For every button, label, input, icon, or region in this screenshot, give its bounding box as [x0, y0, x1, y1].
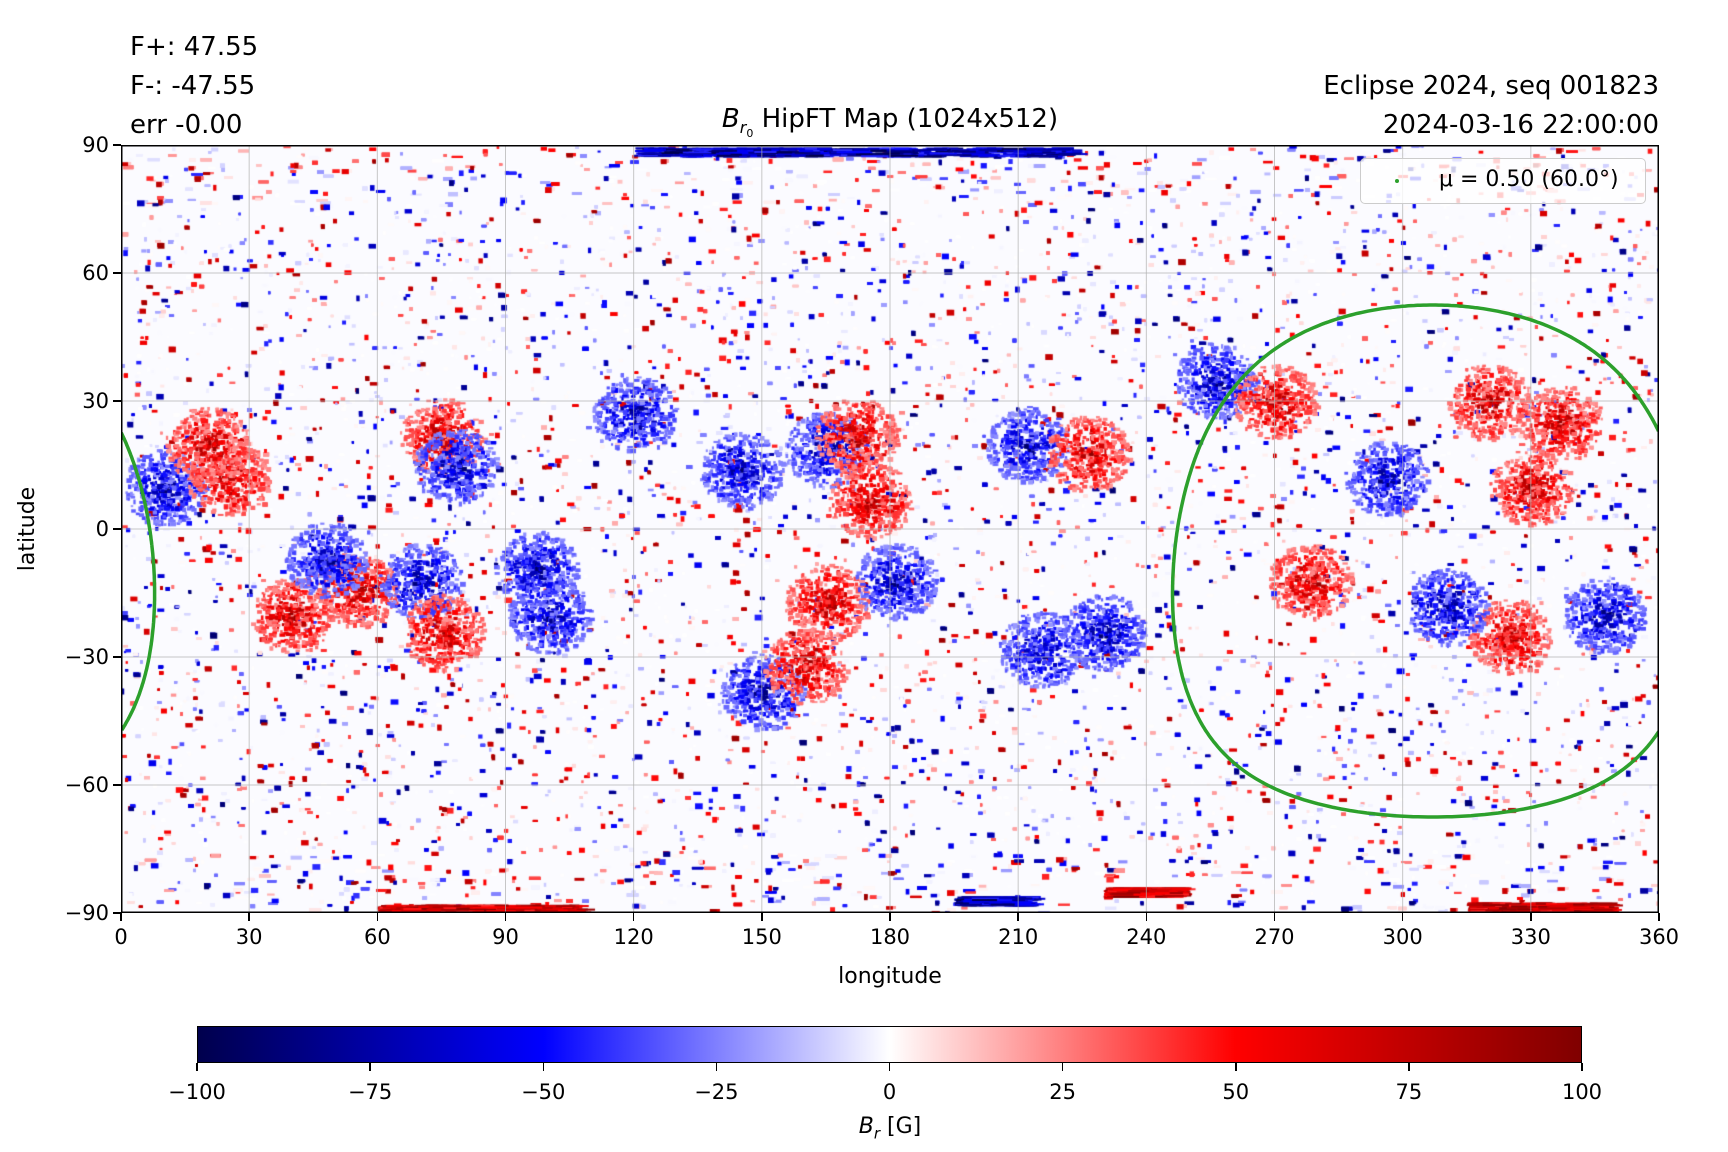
colorbar-label-symbol: B	[858, 1114, 874, 1139]
colorbar-tick-mark	[542, 1063, 544, 1071]
plot-overlay	[121, 145, 1659, 913]
title-symbol: B	[721, 104, 740, 134]
y-tick-label: 0	[95, 517, 109, 541]
x-tick-mark	[376, 913, 379, 921]
y-tick-label: 90	[82, 133, 109, 157]
colorbar-tick-label: 75	[1395, 1080, 1423, 1104]
x-tick-label: 360	[1638, 925, 1680, 949]
colorbar-label: Br [G]	[859, 1112, 921, 1148]
y-tick-label: 60	[82, 261, 109, 285]
flux-negative: F-: -47.55	[130, 71, 256, 101]
y-tick-mark	[113, 400, 121, 402]
colorbar-tick-mark	[1061, 1063, 1064, 1071]
y-tick-mark	[113, 144, 121, 146]
timestamp: 2024-03-16 22:00:00	[1382, 110, 1659, 140]
colorbar-label-sub: r	[873, 1124, 881, 1143]
colorbar-tick-label: −25	[694, 1080, 739, 1104]
y-tick-label: 30	[82, 389, 109, 413]
x-tick-label: 0	[114, 925, 128, 949]
x-tick-mark	[504, 913, 507, 921]
colorbar-tick-mark	[1235, 1063, 1237, 1071]
legend: μ = 0.50 (60.0°)	[1360, 158, 1646, 204]
colorbar-tick-label: 25	[1049, 1080, 1076, 1104]
x-tick-label: 180	[869, 925, 911, 949]
y-tick-mark	[113, 912, 121, 914]
mu-contour	[1170, 303, 1659, 819]
colorbar-tick-mark	[1408, 1063, 1410, 1071]
x-tick-label: 150	[741, 925, 782, 949]
legend-label: μ = 0.50 (60.0°)	[1439, 167, 1619, 192]
x-tick-mark	[761, 913, 763, 921]
colorbar-tick-mark	[1581, 1063, 1583, 1071]
title-text: HipFT Map (1024x512)	[753, 104, 1059, 134]
x-tick-mark	[1017, 913, 1019, 921]
y-tick-label: −90	[64, 901, 109, 925]
x-tick-label: 330	[1510, 925, 1551, 949]
map-plot-area	[121, 145, 1659, 913]
y-tick-mark	[113, 272, 121, 274]
colorbar-tick-label: −75	[347, 1080, 393, 1104]
x-tick-label: 90	[492, 925, 519, 949]
x-tick-label: 60	[363, 925, 391, 949]
chart-title: Br0 HipFT Map (1024x512)	[722, 104, 1058, 149]
x-tick-mark	[632, 913, 635, 921]
x-tick-label: 30	[235, 925, 263, 949]
x-tick-mark	[889, 913, 891, 921]
colorbar-tick-label: −100	[168, 1080, 226, 1104]
y-tick-mark	[113, 528, 121, 530]
mu-contour	[121, 432, 154, 546]
x-tick-mark	[1530, 913, 1532, 921]
colorbar-tick-mark	[715, 1063, 718, 1071]
title-subscript: r	[739, 118, 747, 138]
mu-contour	[121, 544, 157, 731]
flux-error: err -0.00	[130, 110, 243, 140]
legend-marker	[1395, 179, 1399, 183]
x-tick-label: 270	[1254, 925, 1295, 949]
y-tick-mark	[113, 784, 121, 786]
x-tick-mark	[1273, 913, 1276, 921]
x-tick-mark	[120, 913, 122, 921]
x-tick-mark	[1401, 913, 1404, 921]
flux-positive: F+: 47.55	[130, 32, 259, 62]
x-tick-label: 240	[1126, 925, 1167, 949]
x-tick-label: 210	[998, 925, 1039, 949]
y-tick-label: −60	[64, 773, 109, 797]
colorbar-tick-mark	[888, 1063, 891, 1071]
plot-frame	[121, 145, 1659, 913]
colorbar-tick-mark	[196, 1063, 198, 1071]
colorbar-tick-label: 100	[1561, 1080, 1603, 1104]
y-axis-label: latitude	[15, 486, 40, 572]
y-tick-mark	[113, 656, 121, 658]
y-tick-label: −30	[64, 645, 109, 669]
colorbar-label-unit: [G]	[880, 1114, 922, 1139]
colorbar-tick-label: 0	[882, 1080, 897, 1104]
run-label: Eclipse 2024, seq 001823	[1323, 71, 1659, 101]
title-subsub: 0	[746, 127, 754, 141]
colorbar-tick-mark	[369, 1063, 371, 1071]
x-tick-mark	[1145, 913, 1148, 921]
x-tick-mark	[1658, 913, 1660, 921]
x-tick-label: 120	[613, 925, 654, 949]
x-tick-mark	[248, 913, 250, 921]
x-tick-label: 300	[1382, 925, 1423, 949]
x-axis-label: longitude	[838, 964, 942, 989]
colorbar-tick-label: −50	[521, 1080, 566, 1104]
colorbar	[197, 1026, 1582, 1063]
colorbar-tick-label: 50	[1222, 1080, 1250, 1104]
